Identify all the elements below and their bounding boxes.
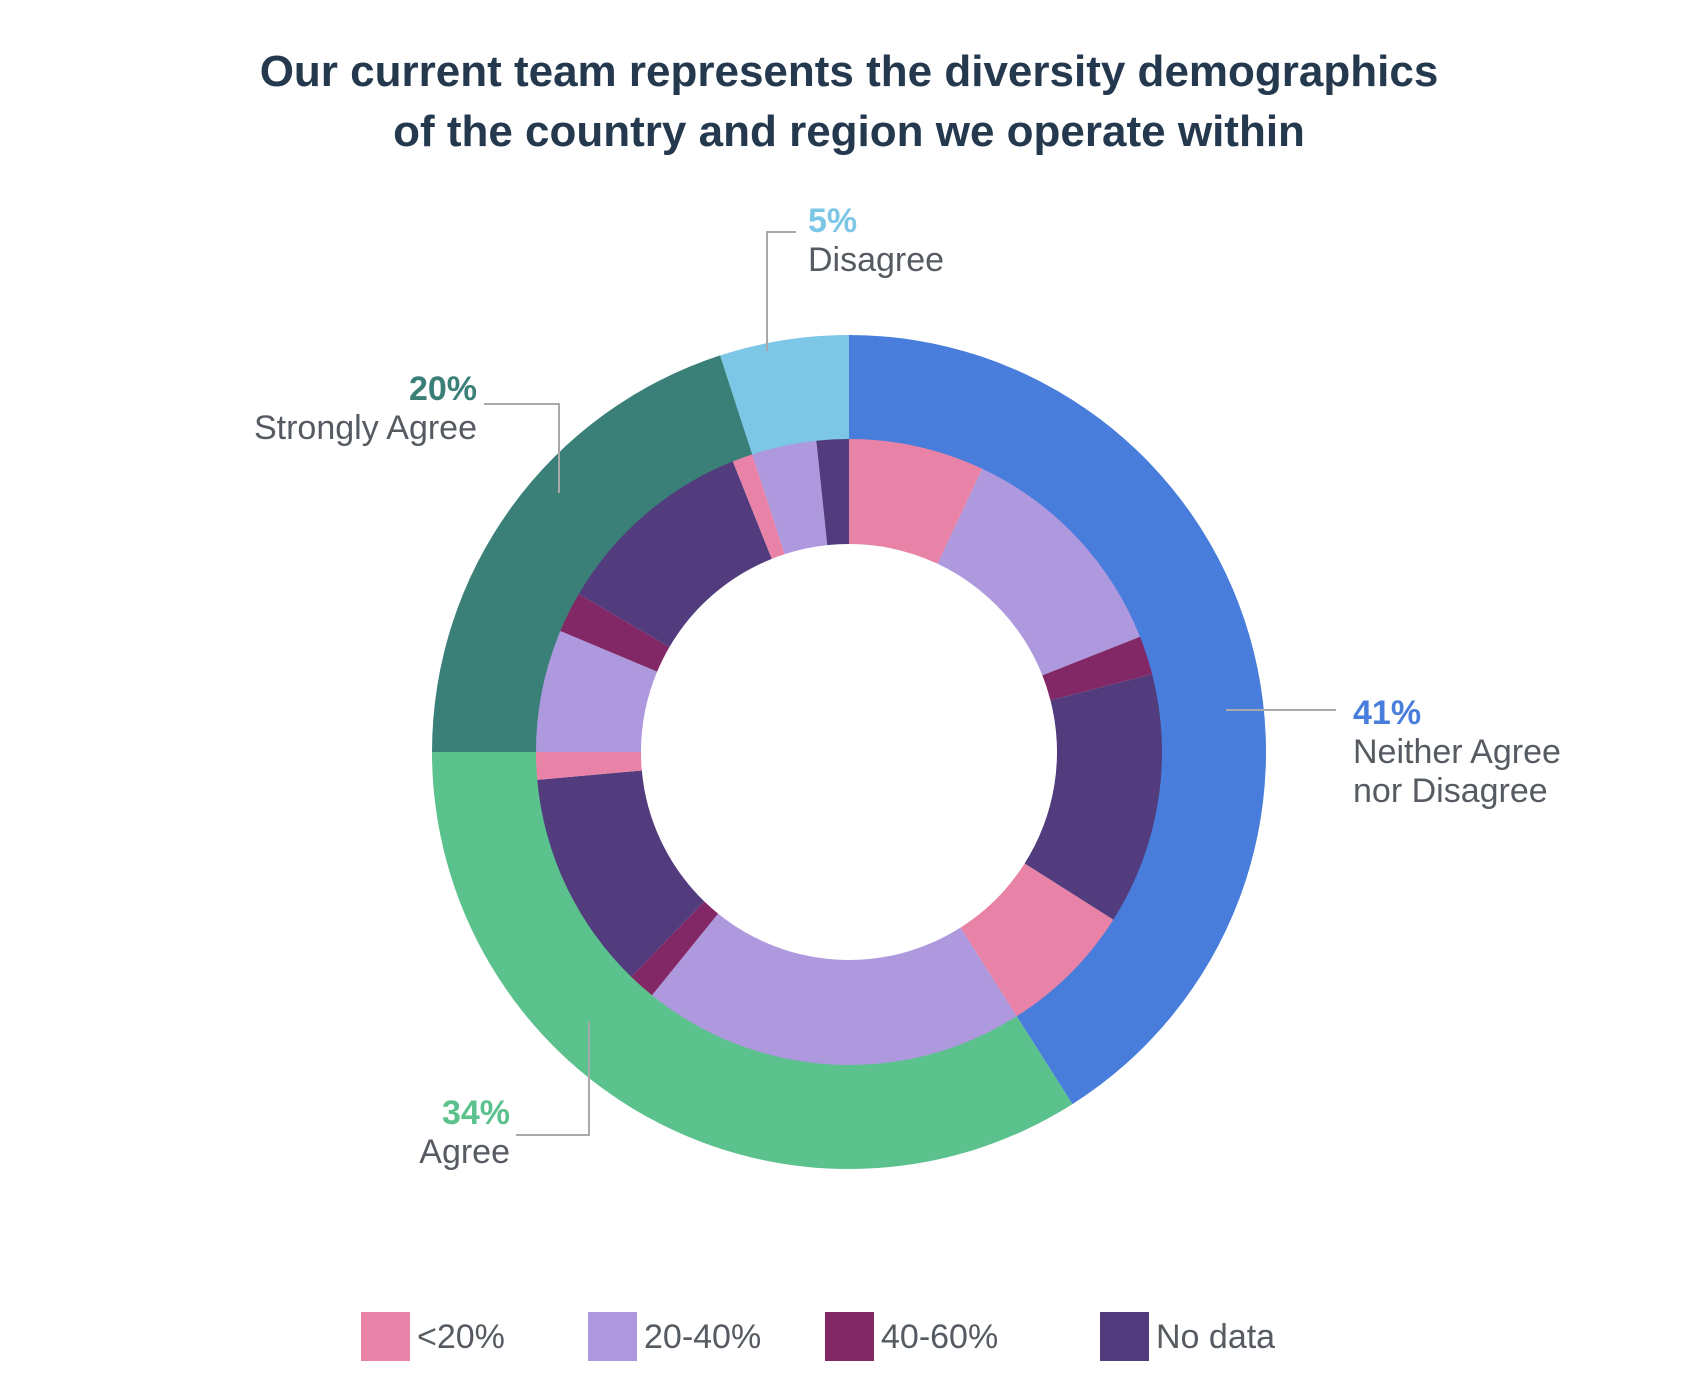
inner-segment-agree-3 [536,752,642,780]
legend-swatch-40-60 [825,1312,874,1361]
leader-lines [484,231,1336,1136]
legend-label-20: <20% [417,1318,505,1356]
inner-segment-neither-agree-nor-disagree-3 [1024,674,1162,920]
chart-title-line-2: of the country and region we operate wit… [393,107,1305,156]
slice-label-disagree-line-1: Disagree [808,241,944,279]
legend-label-no-data: No data [1156,1318,1275,1356]
inner-segment-disagree-0 [752,440,828,555]
slice-value-strongly-agree: 20% [409,370,477,408]
inner-segment-neither-agree-nor-disagree-1 [937,468,1141,676]
outer-slice-neither-agree-nor-disagree [849,335,1266,1105]
legend-swatch-no-data [1100,1312,1149,1361]
legend: <20% 20-40% 40-60% No data [361,1312,1275,1361]
leader-line-disagree [766,231,796,351]
slice-value-disagree: 5% [808,202,857,240]
outer-slice-disagree [720,335,849,456]
inner-segment-strongly-agree-0 [536,631,658,752]
inner-segment-strongly-agree-1 [560,594,670,672]
slice-label-neither-agree-nor-disagree-line-2: nor Disagree [1353,772,1548,810]
slice-value-neither-agree-nor-disagree: 41% [1353,694,1421,732]
outer-ring [432,335,1266,1169]
inner-segment-neither-agree-nor-disagree-4 [960,863,1114,1017]
legend-label-20-40: 20-40% [644,1318,761,1356]
inner-segment-disagree-1 [816,439,849,546]
inner-segment-strongly-agree-3 [732,454,785,559]
outer-slice-strongly-agree [432,355,753,752]
chart-title: Our current team represents the diversit… [260,47,1439,156]
inner-segment-neither-agree-nor-disagree-2 [1042,636,1153,701]
slice-label-strongly-agree-line-1: Strongly Agree [254,409,477,447]
inner-segment-agree-2 [537,770,705,977]
inner-ring [536,439,1162,1065]
legend-label-40-60: 40-60% [881,1318,998,1356]
legend-swatch-20-40 [588,1312,637,1361]
slice-label-neither-agree-nor-disagree-line-1: Neither Agree [1353,733,1561,771]
leader-line-strongly-agree [484,403,560,493]
leader-line-agree [516,1022,590,1136]
inner-segment-neither-agree-nor-disagree-0 [849,439,983,564]
slice-value-agree: 34% [442,1094,510,1132]
legend-swatch-20 [361,1312,410,1361]
chart-title-line-1: Our current team represents the diversit… [260,47,1439,96]
slice-label-agree-line-1: Agree [419,1133,510,1171]
inner-segment-agree-0 [652,913,1017,1065]
inner-segment-agree-1 [631,901,719,996]
inner-segment-strongly-agree-2 [578,461,772,648]
outer-slice-agree [432,752,1073,1169]
